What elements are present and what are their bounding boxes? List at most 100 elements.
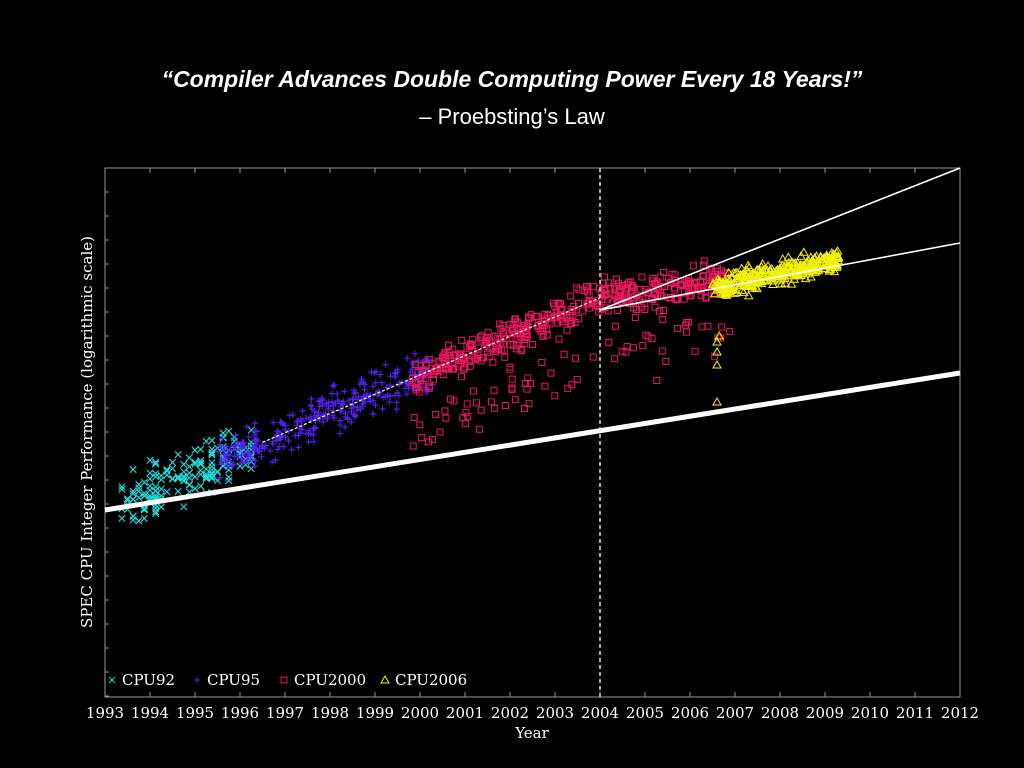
x-axis-label: Year [514,724,549,742]
data-point-cpu92-stroke [146,475,154,483]
data-point-cpu2000 [674,324,682,332]
data-point-cpu92-stroke [168,458,177,466]
data-point-cpu2000 [482,337,490,345]
data-point-cpu92 [174,475,182,483]
data-point-cpu2000 [615,294,623,302]
data-point-cpu92-stroke [135,517,143,525]
data-point-cpu95 [391,370,398,377]
data-point-cpu2000 [497,346,505,354]
data-point-cpu92-stroke [230,437,238,445]
x-tick-label: 1996 [221,704,259,722]
data-point-cpu2000 [619,282,627,290]
data-point-cpu95 [299,407,306,415]
data-point-cpu92 [163,488,171,496]
data-point-cpu2000 [466,343,474,351]
data-point-cpu95 [341,423,349,431]
data-point-cpu2000 [490,386,498,394]
data-point-cpu2000 [452,351,460,359]
data-point-cpu2000 [690,279,698,287]
data-point-cpu2000 [644,333,652,341]
data-point-cpu92 [135,493,143,502]
data-point-cpu95 [350,387,357,394]
data-point-cpu92 [202,473,210,482]
data-point-cpu95 [336,430,344,437]
data-point-cpu2000 [642,331,650,339]
data-point-cpu92 [157,485,165,493]
data-point-cpu2000 [691,347,699,355]
data-point-cpu95 [328,398,336,405]
data-point-cpu2000 [585,292,593,300]
data-point-cpu92-stroke [140,492,148,500]
data-point-cpu2000 [583,282,591,290]
data-point-cpu2000 [658,293,666,301]
data-point-cpu95 [367,398,374,405]
data-point-cpu92-stroke [163,471,171,479]
data-point-cpu92-stroke [208,451,216,459]
data-point-cpu95 [348,404,355,412]
data-point-cpu2000 [425,384,433,392]
data-point-cpu95 [274,427,281,435]
y-axis-label: SPEC CPU Integer Performance (logarithmi… [78,236,96,628]
data-point-cpu95 [330,381,338,389]
data-point-cpu95 [231,453,239,460]
data-point-cpu2000 [612,275,620,283]
data-point-cpu95 [269,440,277,448]
data-point-cpu95 [394,366,401,373]
data-point-cpu95 [315,398,322,405]
data-point-cpu95 [266,447,274,454]
data-point-cpu95 [360,395,367,403]
data-point-cpu92 [197,482,205,490]
data-point-cpu2006 [737,285,747,294]
data-point-cpu2000 [700,257,708,265]
data-point-cpu92 [118,485,126,493]
data-point-cpu95 [350,394,357,402]
data-point-cpu95 [387,372,394,380]
data-point-cpu2000 [697,278,705,286]
data-point-cpu95 [220,450,228,458]
data-point-cpu2006 [743,267,754,276]
data-point-cpu95 [258,453,265,461]
data-point-cpu2006 [764,269,775,278]
data-point-cpu92-stroke [208,463,216,471]
data-point-cpu2000 [700,271,708,279]
data-point-cpu2006 [728,283,739,293]
data-point-cpu2000 [512,334,520,342]
data-point-cpu2000 [477,406,485,414]
data-point-cpu92 [129,495,137,503]
data-point-cpu2000 [623,342,631,350]
data-point-cpu92 [174,472,182,481]
data-point-cpu92 [180,460,188,468]
data-point-cpu2006 [810,252,820,262]
data-point-cpu2006 [724,275,735,284]
data-point-cpu92 [202,437,210,445]
data-point-cpu2000 [551,392,559,400]
data-point-cpu2000 [685,318,693,326]
data-point-cpu2000 [509,325,517,333]
data-point-cpu92 [191,460,199,468]
data-point-cpu92-stroke [247,426,255,434]
data-point-cpu2000 [698,323,706,331]
data-point-cpu2000 [613,307,621,315]
data-point-cpu92 [202,465,210,473]
data-point-cpu95 [259,443,266,451]
data-point-cpu2000 [426,355,434,363]
data-point-cpu92-stroke [118,483,126,491]
data-point-cpu92-stroke [191,446,199,454]
data-point-cpu92-stroke [135,493,143,502]
data-point-cpu92 [225,466,233,474]
data-point-cpu2000 [508,384,516,392]
data-point-cpu95 [405,384,412,392]
data-point-cpu2000 [527,380,535,388]
data-point-cpu92 [129,512,137,520]
data-point-cpu2000 [462,420,470,428]
data-point-cpu2000 [487,398,495,406]
legend-label: CPU2006 [395,671,467,689]
data-point-cpu92 [191,485,199,493]
data-point-cpu2000 [605,338,613,346]
data-point-cpu92-stroke [168,464,177,473]
data-point-cpu95 [223,458,231,465]
data-point-cpu2000 [418,366,426,374]
data-point-cpu92 [135,487,143,495]
data-point-cpu95 [338,400,346,407]
data-point-cpu95 [302,430,310,438]
